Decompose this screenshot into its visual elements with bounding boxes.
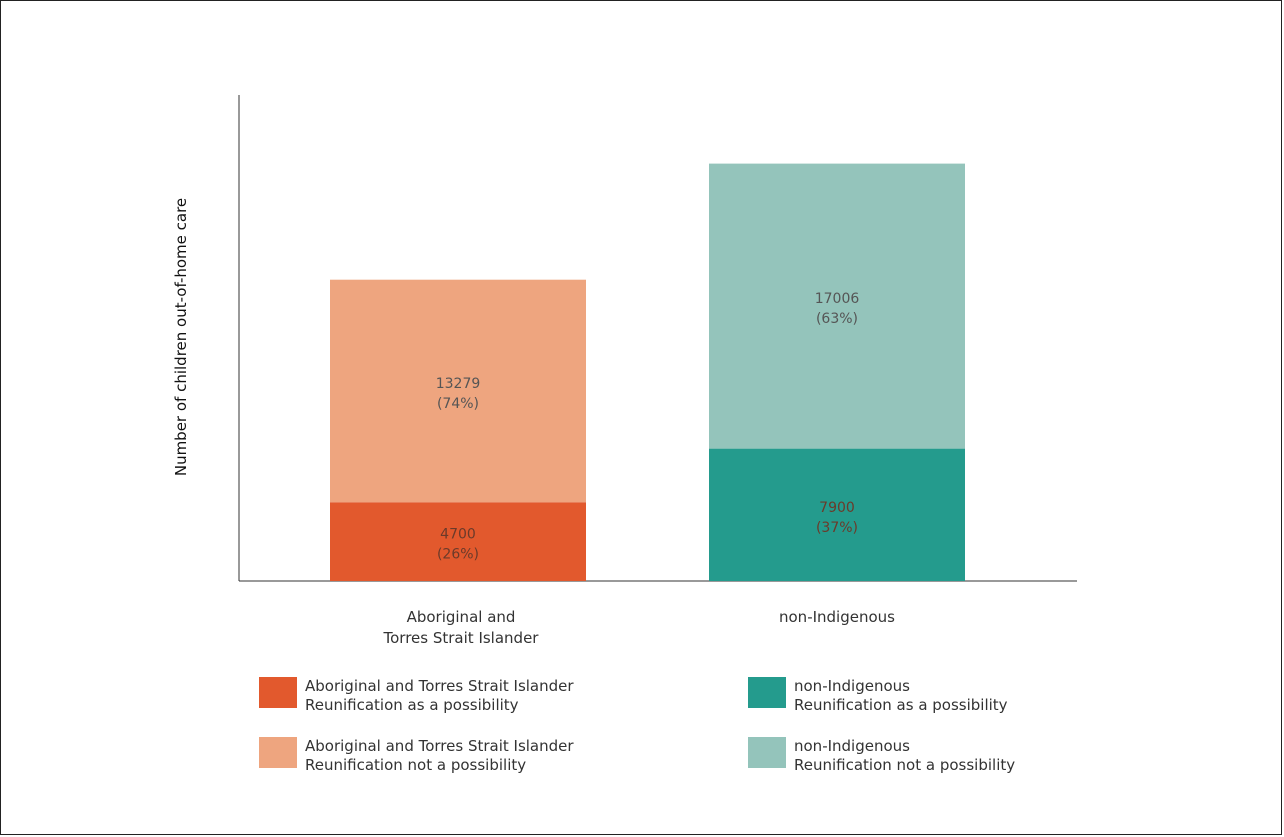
data-label-value: 17006 <box>815 291 860 307</box>
data-label-percent: (63%) <box>816 311 858 327</box>
x-tick-label-aboriginal: Aboriginal and Torres Strait Islander <box>333 607 589 649</box>
legend-item: Aboriginal and Torres Strait Islander Re… <box>259 737 574 775</box>
data-label-percent: (26%) <box>437 547 479 563</box>
bar-non-indigenous-not-possible <box>709 163 965 449</box>
legend-label: non-Indigenous <box>794 677 910 695</box>
data-label-percent: (74%) <box>437 396 479 412</box>
data-label-percent: (37%) <box>816 520 858 536</box>
bar-aboriginal-not-possible <box>330 279 586 503</box>
x-tick-label-line: non-Indigenous <box>779 608 895 626</box>
data-label-value: 4700 <box>440 527 476 543</box>
legend-swatch <box>259 737 297 768</box>
bar-aboriginal-possible <box>330 502 586 581</box>
legend-swatch <box>748 737 786 768</box>
data-label-value: 13279 <box>436 376 481 392</box>
legend-swatch <box>748 677 786 708</box>
bar-non-indigenous-possible <box>709 448 965 581</box>
legend-item: non-Indigenous Reunification not a possi… <box>748 737 1015 775</box>
data-label-value: 7900 <box>819 500 855 516</box>
legend-label: Reunification not a possibility <box>794 756 1016 774</box>
legend-label: Reunification as a possibility <box>305 696 519 714</box>
legend-item: non-Indigenous Reunification as a possib… <box>748 677 1008 715</box>
x-tick-label-line: Aboriginal and <box>406 608 516 626</box>
legend-swatch <box>259 677 297 708</box>
x-tick-label-non-indigenous: non-Indigenous <box>709 607 965 628</box>
legend-label: Aboriginal and Torres Strait Islander <box>305 737 574 755</box>
legend-label: Reunification as a possibility <box>794 696 1008 714</box>
legend-item: Aboriginal and Torres Strait Islander Re… <box>259 677 574 715</box>
legend-label: non-Indigenous <box>794 737 910 755</box>
x-tick-label-line: Torres Strait Islander <box>383 629 539 647</box>
legend-label: Reunification not a possibility <box>305 756 527 774</box>
legend-label: Aboriginal and Torres Strait Islander <box>305 677 574 695</box>
